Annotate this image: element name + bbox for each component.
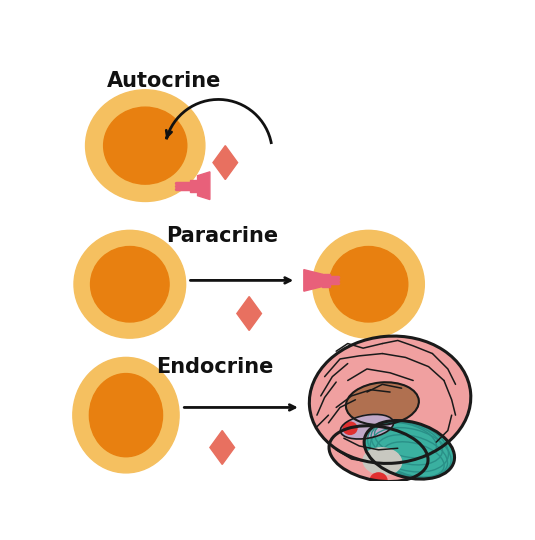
- Ellipse shape: [364, 421, 455, 479]
- Ellipse shape: [74, 231, 186, 338]
- Ellipse shape: [370, 473, 387, 488]
- Text: Endocrine: Endocrine: [156, 357, 273, 377]
- Polygon shape: [213, 146, 238, 179]
- Ellipse shape: [340, 414, 394, 439]
- Polygon shape: [322, 274, 330, 287]
- Ellipse shape: [90, 247, 169, 322]
- Polygon shape: [190, 179, 197, 192]
- Text: Autocrine: Autocrine: [106, 71, 221, 91]
- Ellipse shape: [363, 448, 402, 475]
- Polygon shape: [237, 296, 262, 330]
- Text: Paracrine: Paracrine: [166, 226, 278, 246]
- Ellipse shape: [312, 231, 424, 338]
- Ellipse shape: [309, 336, 471, 463]
- Ellipse shape: [329, 247, 408, 322]
- Ellipse shape: [346, 382, 419, 425]
- Ellipse shape: [86, 90, 205, 201]
- Ellipse shape: [329, 426, 428, 482]
- Ellipse shape: [104, 107, 187, 184]
- Ellipse shape: [73, 357, 179, 473]
- Polygon shape: [197, 172, 210, 200]
- Ellipse shape: [89, 374, 163, 457]
- Polygon shape: [304, 269, 322, 291]
- Polygon shape: [210, 430, 234, 464]
- Ellipse shape: [343, 422, 357, 434]
